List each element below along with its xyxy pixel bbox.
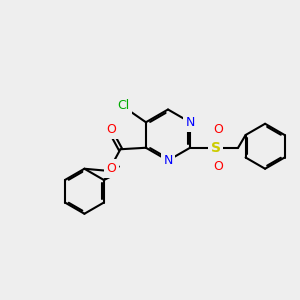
Text: N: N xyxy=(163,154,173,167)
Text: Cl: Cl xyxy=(117,99,130,112)
Text: S: S xyxy=(211,141,220,155)
Text: O: O xyxy=(106,162,116,175)
Text: O: O xyxy=(106,123,116,136)
Text: O: O xyxy=(214,123,224,136)
Text: O: O xyxy=(214,160,224,173)
Text: N: N xyxy=(185,116,195,129)
